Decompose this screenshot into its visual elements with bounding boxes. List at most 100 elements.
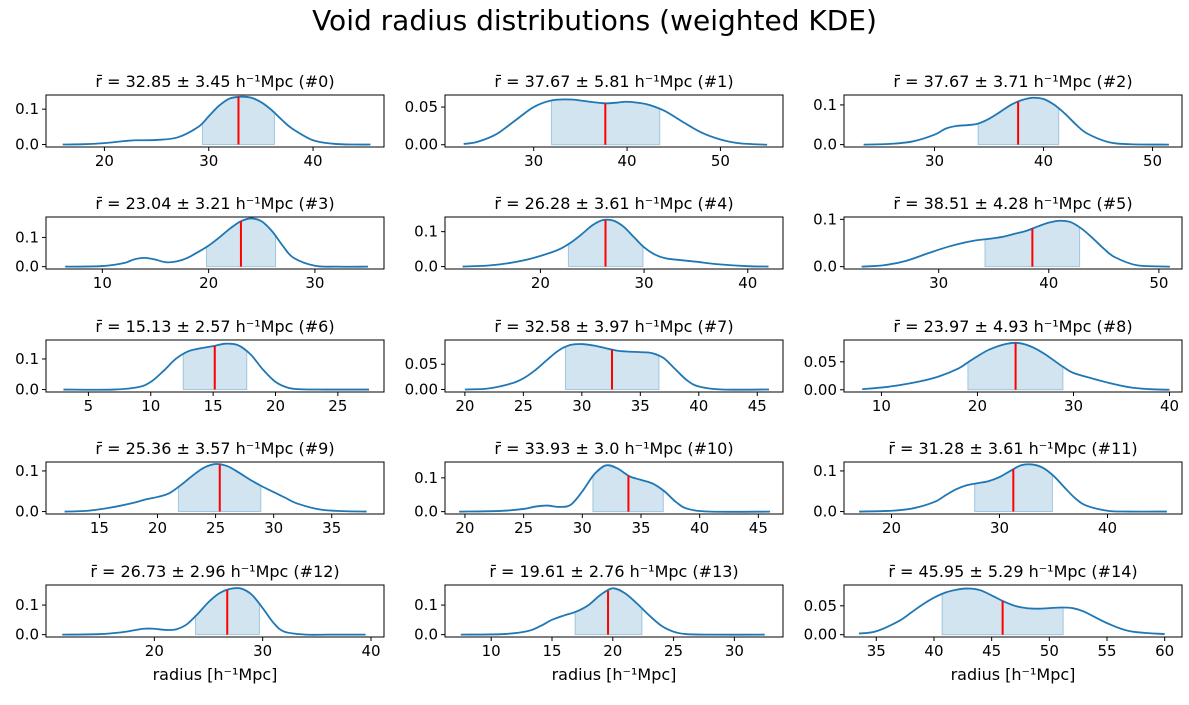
x-tick-label: 30 [572,397,591,415]
x-tick-label: 40 [1098,519,1117,537]
x-tick-label: 20 [968,397,987,415]
kde-line [858,587,1165,636]
x-axis-label: radius [h⁻¹Mpc] [153,665,278,684]
axes-frame [444,339,784,393]
x-tick-label: 40 [304,152,323,170]
y-tick-label: 0.05 [804,353,837,371]
y-tick-label: 0.0 [813,503,837,521]
x-tick-label: 40 [738,274,757,292]
kde-line [63,342,370,391]
x-tick-label: 40 [1034,152,1053,170]
x-tick-label: 20 [148,519,167,537]
y-tick-label: 0.00 [405,380,438,398]
kde-line [62,95,371,146]
y-tick-label: 0.1 [15,596,39,614]
x-tick-label: 25 [514,519,533,537]
kde-line [459,464,771,513]
y-tick-label: 0.1 [15,462,39,480]
y-tick-label: 0.0 [414,626,438,644]
y-tick-label: 0.0 [813,258,837,276]
x-tick-label: 30 [573,519,592,537]
x-tick-label: 10 [872,397,891,415]
x-tick-label: 30 [524,152,543,170]
y-tick-label: 0.1 [15,228,39,246]
kde-line [863,96,1169,146]
subplot-title: r̄ = 26.73 ± 2.96 h⁻¹Mpc (#12) [90,562,339,581]
kde-line [65,217,369,268]
subplot-9: r̄ = 25.36 ± 3.57 h⁻¹Mpc (#9) 15 20 25 30 35 0… [15,439,385,537]
y-tick-label: 0.1 [813,210,837,228]
subplot-title: r̄ = 45.95 ± 5.29 h⁻¹Mpc (#14) [888,562,1137,581]
kde-line [62,587,366,636]
x-tick-label: 30 [253,642,272,660]
axes-frame [444,216,784,270]
x-axis-label: radius [h⁻¹Mpc] [552,665,677,684]
x-tick-label: 20 [266,397,285,415]
x-tick-label: 5 [84,397,94,415]
y-tick-label: 0.0 [813,136,837,154]
y-tick-label: 0.05 [804,597,837,615]
x-tick-label: 25 [664,642,683,660]
y-tick-label: 0.0 [15,136,39,154]
kde-line [859,463,1167,513]
x-tick-label: 40 [361,642,380,660]
subplot-10: r̄ = 33.93 ± 3.0 h⁻¹Mpc (#10) 20 25 30 35 40 4… [414,439,784,537]
axes-frame [45,339,385,393]
subplot-title: r̄ = 23.04 ± 3.21 h⁻¹Mpc (#3) [95,194,334,213]
x-tick-label: 55 [1097,642,1116,660]
subplot-title: r̄ = 32.85 ± 3.45 h⁻¹Mpc (#0) [95,72,334,91]
x-tick-label: 20 [145,642,164,660]
x-tick-label: 30 [990,519,1009,537]
y-tick-label: 0.1 [15,350,39,368]
x-tick-label: 20 [199,274,218,292]
y-tick-label: 0.00 [804,626,837,644]
subplot-1: r̄ = 37.67 ± 5.81 h⁻¹Mpc (#1) 30 40 50 0.00 0… [405,72,784,170]
subplot-12: r̄ = 26.73 ± 2.96 h⁻¹Mpc (#12) 20 30 40 0.0 0… [15,562,385,684]
axes-frame [45,94,385,148]
x-tick-label: 40 [618,152,637,170]
subplot-title: r̄ = 37.67 ± 3.71 h⁻¹Mpc (#2) [893,72,1132,91]
x-tick-label: 50 [1149,274,1168,292]
x-tick-label: 40 [690,519,709,537]
x-axis-label: radius [h⁻¹Mpc] [951,665,1076,684]
x-tick-label: 45 [749,519,768,537]
x-tick-label: 25 [206,519,225,537]
y-tick-label: 0.05 [405,355,438,373]
subplot-4: r̄ = 26.28 ± 3.61 h⁻¹Mpc (#4) 20 30 40 0.0 0.… [414,194,784,292]
y-tick-label: 0.0 [414,258,438,276]
x-tick-label: 35 [631,519,650,537]
x-tick-label: 25 [328,397,347,415]
x-tick-label: 10 [141,397,160,415]
x-tick-label: 35 [867,642,886,660]
subplot-title: r̄ = 31.28 ± 3.61 h⁻¹Mpc (#11) [888,439,1137,458]
y-tick-label: 0.0 [15,626,39,644]
x-tick-label: 40 [689,397,708,415]
x-tick-label: 30 [635,274,654,292]
x-tick-label: 20 [95,152,114,170]
x-tick-label: 30 [725,642,744,660]
x-tick-label: 20 [882,519,901,537]
subplot-title: r̄ = 19.61 ± 2.76 h⁻¹Mpc (#13) [489,562,738,581]
x-tick-label: 40 [1160,397,1179,415]
y-tick-label: 0.00 [804,381,837,399]
x-tick-label: 30 [925,152,944,170]
x-tick-label: 35 [631,397,650,415]
x-tick-label: 45 [982,642,1001,660]
y-tick-label: 0.05 [405,98,438,116]
y-tick-label: 0.1 [414,596,438,614]
axes-frame [843,339,1183,393]
kde-line [862,341,1170,391]
subplot-title: r̄ = 37.67 ± 5.81 h⁻¹Mpc (#1) [494,72,733,91]
y-tick-label: 0.0 [15,258,39,276]
y-tick-label: 0.0 [414,503,438,521]
y-tick-label: 0.1 [15,100,39,118]
y-tick-label: 0.1 [414,223,438,241]
y-tick-label: 0.00 [405,136,438,154]
subplot-3: r̄ = 23.04 ± 3.21 h⁻¹Mpc (#3) 10 20 30 0.0 0.… [15,194,385,292]
axes-frame [843,94,1183,148]
axes-frame [843,584,1183,638]
axes-frame [444,584,784,638]
x-tick-label: 30 [1064,397,1083,415]
subplot-11: r̄ = 31.28 ± 3.61 h⁻¹Mpc (#11) 20 30 40 0.0 0… [813,439,1183,537]
axes-frame [843,216,1183,270]
